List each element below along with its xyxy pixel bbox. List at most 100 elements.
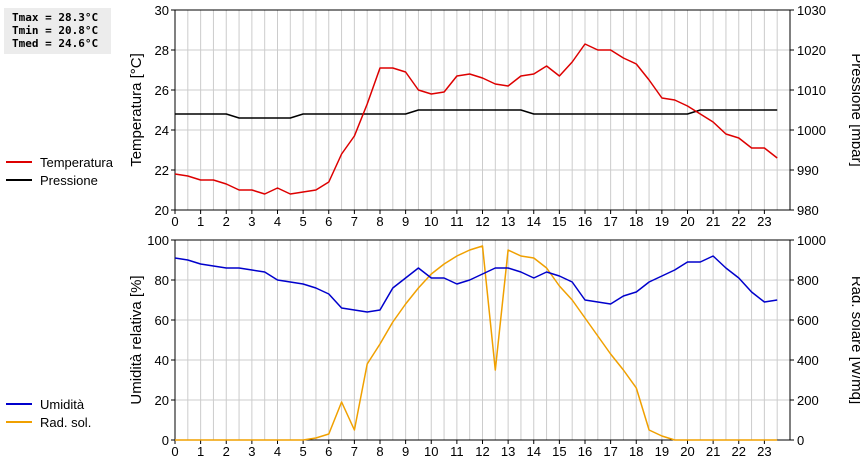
legend-label-temperatura: Temperatura: [40, 154, 113, 170]
legend-swatch-temperatura: [6, 161, 32, 163]
x-tick-label: 0: [171, 214, 178, 229]
y2-tick-label: 800: [797, 273, 819, 288]
legend-swatch-radsol: [6, 421, 32, 423]
y-axis-label: Temperatura [°C]: [128, 53, 145, 167]
y2-tick-label: 1030: [797, 3, 826, 18]
x-tick-label: 16: [578, 214, 592, 229]
x-tick-label: 10: [424, 444, 438, 459]
x-tick-label: 2: [223, 444, 230, 459]
x-tick-label: 8: [376, 214, 383, 229]
x-tick-label: 23: [757, 444, 771, 459]
x-tick-label: 2: [223, 214, 230, 229]
x-tick-label: 11: [450, 444, 464, 459]
x-tick-label: 6: [325, 444, 332, 459]
x-tick-label: 14: [527, 214, 541, 229]
chart-top: 0 1 2 3 4 5 6 7 8 9 10 11 12 13 14 15 16 17 18 19 20 21 22 2320…: [128, 3, 860, 229]
y-tick-label: 0: [162, 433, 169, 448]
y2-tick-label: 0: [797, 433, 804, 448]
x-tick-label: 7: [351, 214, 358, 229]
x-tick-label: 9: [402, 214, 409, 229]
legend-top: Temperatura Pressione: [6, 153, 113, 189]
x-tick-label: 22: [732, 214, 746, 229]
x-tick-label: 22: [732, 444, 746, 459]
x-tick-label: 16: [578, 444, 592, 459]
x-tick-label: 9: [402, 444, 409, 459]
x-tick-label: 19: [655, 444, 669, 459]
x-tick-label: 4: [274, 214, 281, 229]
x-tick-label: 8: [376, 444, 383, 459]
legend-label-pressione: Pressione: [40, 172, 98, 188]
y2-tick-label: 1020: [797, 43, 826, 58]
x-tick-label: 10: [424, 214, 438, 229]
legend-item-temperatura: Temperatura: [6, 153, 113, 171]
y-tick-label: 26: [155, 83, 169, 98]
x-tick-label: 5: [300, 214, 307, 229]
legend-item-umidita: Umidità: [6, 395, 91, 413]
y-tick-label: 22: [155, 163, 169, 178]
y2-tick-label: 1000: [797, 233, 826, 248]
x-tick-label: 1: [197, 444, 204, 459]
y2-axis-label: Pressione [mbar]: [848, 53, 860, 166]
x-tick-label: 23: [757, 214, 771, 229]
y-tick-label: 60: [155, 313, 169, 328]
legend-swatch-umidita: [6, 403, 32, 405]
x-tick-label: 18: [629, 214, 643, 229]
tmax-label: Tmax = 28.3°C: [12, 11, 99, 24]
y-tick-label: 28: [155, 43, 169, 58]
legend-label-umidita: Umidità: [40, 396, 85, 412]
x-tick-label: 6: [325, 214, 332, 229]
y-tick-label: 24: [155, 123, 169, 138]
x-tick-label: 3: [248, 444, 255, 459]
x-tick-label: 12: [475, 214, 489, 229]
x-tick-label: 20: [680, 444, 694, 459]
chart-bottom: 0 1 2 3 4 5 6 7 8 9 10 11 12 13 14 15 16 17 18 19 20 21 22 2302…: [128, 233, 860, 459]
y2-tick-label: 400: [797, 353, 819, 368]
y-tick-label: 30: [155, 3, 169, 18]
x-tick-label: 4: [274, 444, 281, 459]
x-tick-label: 21: [706, 444, 720, 459]
series-line-rad-sol: [175, 245, 778, 441]
x-tick-label: 13: [501, 444, 515, 459]
x-tick-label: 5: [300, 444, 307, 459]
x-tick-label: 17: [603, 214, 617, 229]
legend-swatch-pressione: [6, 179, 32, 181]
series-line-pressione: [175, 109, 778, 119]
stats-box: Tmax = 28.3°C Tmin = 20.8°C Tmed = 24.6°…: [4, 8, 111, 54]
y2-axis-label: Rad. solare [W/mq]: [848, 276, 860, 404]
tmed-label: Tmed = 24.6°C: [12, 37, 99, 50]
y2-tick-label: 1000: [797, 123, 826, 138]
y-axis-label: Umidità relativa [%]: [128, 275, 145, 404]
tmin-label: Tmin = 20.8°C: [12, 24, 99, 37]
x-tick-label: 19: [655, 214, 669, 229]
x-tick-label: 1: [197, 214, 204, 229]
y-tick-label: 100: [147, 233, 169, 248]
y2-tick-label: 600: [797, 313, 819, 328]
legend-item-pressione: Pressione: [6, 171, 113, 189]
x-tick-label: 13: [501, 214, 515, 229]
legend-item-radsol: Rad. sol.: [6, 413, 91, 431]
x-tick-label: 12: [475, 444, 489, 459]
y-tick-label: 80: [155, 273, 169, 288]
x-tick-label: 20: [680, 214, 694, 229]
y2-tick-label: 990: [797, 163, 819, 178]
x-tick-label: 21: [706, 214, 720, 229]
series-line-umidit: [174, 255, 778, 313]
x-tick-label: 17: [603, 444, 617, 459]
y2-tick-label: 200: [797, 393, 819, 408]
x-tick-label: 15: [552, 444, 566, 459]
y-tick-label: 20: [155, 203, 169, 218]
x-tick-label: 18: [629, 444, 643, 459]
x-tick-label: 14: [527, 444, 541, 459]
y-tick-label: 20: [155, 393, 169, 408]
y-tick-label: 40: [155, 353, 169, 368]
legend-label-radsol: Rad. sol.: [40, 414, 92, 430]
y2-tick-label: 1010: [797, 83, 826, 98]
y2-tick-label: 980: [797, 203, 819, 218]
x-tick-label: 15: [552, 214, 566, 229]
x-tick-label: 11: [450, 214, 464, 229]
x-tick-label: 0: [171, 444, 178, 459]
x-tick-label: 7: [351, 444, 358, 459]
x-tick-label: 3: [248, 214, 255, 229]
series-line-temperatura: [174, 43, 778, 195]
